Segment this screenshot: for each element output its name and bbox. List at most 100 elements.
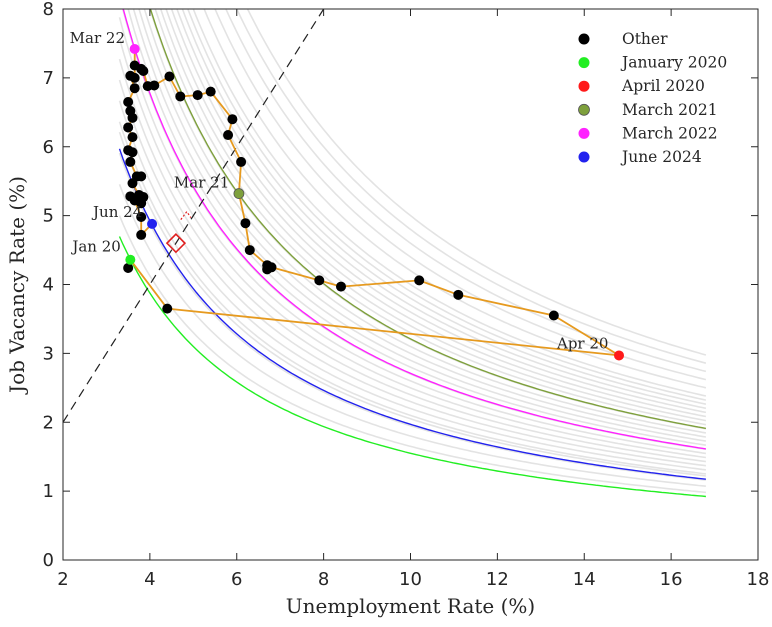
beveridge-curve-mar2021 <box>149 9 707 430</box>
annotation-label: Jan 20 <box>70 238 120 256</box>
legend-label-mar2021: March 2021 <box>622 101 718 119</box>
x-tick-label: 14 <box>573 569 596 590</box>
x-tick-label: 4 <box>144 569 155 590</box>
legend: Other January 2020 April 2020 March 2021 Mar… <box>578 30 727 166</box>
other-point <box>336 281 346 292</box>
legend-marker-apr2020 <box>578 80 590 92</box>
other-point <box>127 112 138 123</box>
point-mar2022 <box>129 43 140 54</box>
beveridge-curve-gray <box>118 184 706 487</box>
annotation-label: Jun 24 <box>91 203 142 221</box>
other-point <box>236 156 247 167</box>
x-tick-label: 12 <box>486 569 509 590</box>
beveridge-curve-gray <box>118 152 706 481</box>
other-point <box>129 195 140 206</box>
other-point <box>162 303 173 314</box>
diagonal-dashed-line <box>63 9 325 423</box>
beveridge-curve-gray <box>127 9 707 446</box>
other-point <box>136 171 147 182</box>
other-point <box>127 132 138 143</box>
beveridge-curve-gray <box>235 9 707 364</box>
legend-marker-mar2021 <box>578 103 590 116</box>
other-point <box>192 90 203 101</box>
data-points-layer <box>123 43 624 361</box>
legend-marker-mar2022 <box>578 127 590 139</box>
x-tick-label: 8 <box>318 569 329 590</box>
other-point <box>223 130 234 141</box>
beveridge-curve-gray <box>118 37 707 459</box>
other-point <box>414 275 425 286</box>
beveridge-curve-gray <box>118 131 707 477</box>
beveridge-curve-gray <box>181 9 707 405</box>
beveridge-curve-gray <box>225 9 707 373</box>
legend-marker-other <box>578 33 590 45</box>
other-point <box>240 218 251 229</box>
other-point <box>129 83 140 94</box>
other-point <box>175 91 186 102</box>
legend-label-mar2022: March 2022 <box>622 124 718 142</box>
annotation-label: Apr 20 <box>556 334 608 352</box>
annotations-layer: Mar 22 Mar 21 Jun 24 Jan 20 Apr 20 <box>70 29 609 352</box>
beveridge-curve-gray <box>246 9 707 356</box>
annotation-label: Mar 22 <box>70 29 125 47</box>
other-point <box>123 122 134 133</box>
other-point <box>548 310 559 321</box>
other-point <box>453 289 464 300</box>
beveridge-curve-gray <box>118 17 707 455</box>
beveridge-curve-gray <box>118 58 707 463</box>
other-point <box>123 262 134 273</box>
y-tick-label: 3 <box>43 343 54 364</box>
y-tick-label: 1 <box>43 481 54 502</box>
other-point <box>244 245 255 256</box>
y-tick-label: 0 <box>43 550 54 571</box>
legend-marker-jan2020 <box>578 57 590 69</box>
y-tick-label: 6 <box>43 137 54 158</box>
diagonal-line-layer <box>63 9 325 423</box>
x-tick-label: 18 <box>747 569 770 590</box>
beveridge-curve-gray <box>138 9 707 438</box>
y-tick-label: 2 <box>43 412 54 433</box>
other-point <box>123 96 134 107</box>
other-point <box>142 81 153 92</box>
other-point <box>262 260 273 271</box>
beveridge-curve-mar2022 <box>122 9 707 450</box>
beveridge-curve-gray <box>214 9 707 381</box>
legend-label-jan2020: January 2020 <box>620 54 727 72</box>
beveridge-curve-gray <box>159 9 707 422</box>
beveridge-curve-gray <box>118 215 706 494</box>
other-point <box>164 71 175 82</box>
diamond-marker <box>165 233 187 254</box>
beveridge-curve-gray <box>118 121 706 475</box>
other-point <box>136 229 147 240</box>
point-jan2020 <box>125 254 136 265</box>
beveridge-curve-jan2020 <box>118 236 706 498</box>
point-jun2024 <box>147 218 158 229</box>
legend-label-apr2020: April 2020 <box>621 77 705 95</box>
legend-marker-jun2024 <box>578 151 590 163</box>
annotation-label: Mar 21 <box>174 174 229 192</box>
x-tick-label: 10 <box>399 569 422 590</box>
other-point <box>125 70 136 81</box>
other-point <box>314 275 325 286</box>
point-mar2021 <box>233 188 245 199</box>
other-point <box>127 147 138 158</box>
x-tick-label: 6 <box>231 569 242 590</box>
legend-label-other: Other <box>622 30 668 48</box>
x-axis-title: Unemployment Rate (%) <box>286 594 535 618</box>
beveridge-curve-gray <box>132 9 707 442</box>
beveridge-curve-gray <box>187 9 707 401</box>
y-tick-label: 8 <box>43 0 54 20</box>
y-axis-title: Job Vacancy Rate (%) <box>5 176 29 395</box>
other-point <box>125 156 136 167</box>
beveridge-curve-gray <box>143 9 707 434</box>
beveridge-curve-gray <box>118 79 707 467</box>
beveridge-curve-jun2024 <box>118 148 706 480</box>
y-tick-label: 7 <box>43 68 54 89</box>
other-point <box>129 60 140 71</box>
beveridge-curve-gray <box>165 9 707 418</box>
beveridge-curve-gray <box>170 9 707 414</box>
y-tick-label: 4 <box>43 275 54 296</box>
other-point <box>136 212 147 223</box>
